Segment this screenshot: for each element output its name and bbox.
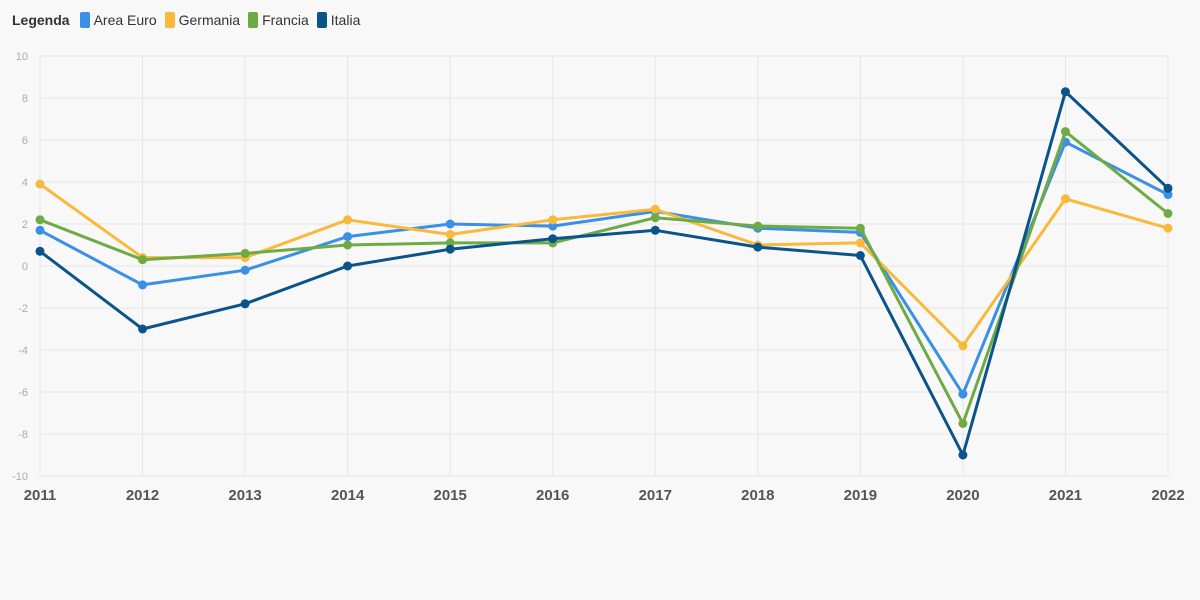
data-point[interactable] bbox=[650, 204, 660, 214]
y-tick-label: 8 bbox=[22, 93, 28, 105]
data-point[interactable] bbox=[548, 215, 558, 225]
data-point[interactable] bbox=[35, 179, 45, 189]
y-tick-label: -6 bbox=[18, 387, 28, 399]
data-point[interactable] bbox=[753, 242, 763, 252]
data-point[interactable] bbox=[138, 255, 148, 265]
data-point[interactable] bbox=[855, 251, 865, 260]
data-point[interactable] bbox=[445, 238, 455, 248]
series-layer bbox=[35, 87, 1173, 460]
y-tick-label: -8 bbox=[18, 429, 28, 441]
legend-swatch bbox=[164, 12, 175, 28]
y-axis: 10 8 6 4 2 0 -2 -4 -6 -8 -10 bbox=[12, 51, 28, 483]
y-tick-label: 6 bbox=[22, 135, 28, 147]
legend-title: Legenda bbox=[12, 12, 70, 28]
legend-item-germania[interactable]: Germania bbox=[164, 12, 241, 28]
data-point[interactable] bbox=[855, 238, 865, 248]
series-area-euro bbox=[35, 137, 1173, 399]
x-tick-label: 2016 bbox=[536, 487, 569, 504]
data-point[interactable] bbox=[753, 221, 763, 231]
data-point[interactable] bbox=[138, 280, 148, 290]
x-tick-label: 2013 bbox=[228, 487, 261, 504]
data-point[interactable] bbox=[958, 450, 968, 460]
data-point[interactable] bbox=[35, 225, 45, 235]
y-tick-label: 4 bbox=[22, 177, 28, 189]
legend-swatch bbox=[79, 12, 90, 28]
data-point[interactable] bbox=[1163, 209, 1173, 218]
legend-label: Francia bbox=[262, 12, 309, 28]
series-francia bbox=[35, 127, 1173, 428]
series-line bbox=[39, 182, 1169, 348]
data-point[interactable] bbox=[650, 225, 660, 235]
x-tick-label: 2014 bbox=[331, 487, 365, 504]
data-point[interactable] bbox=[445, 230, 455, 239]
data-point[interactable] bbox=[343, 215, 353, 225]
x-tick-label: 2012 bbox=[126, 487, 159, 504]
data-point[interactable] bbox=[1060, 194, 1070, 204]
x-tick-label: 2017 bbox=[639, 487, 672, 504]
data-point[interactable] bbox=[1060, 127, 1070, 137]
y-tick-label: -10 bbox=[12, 471, 28, 483]
data-point[interactable] bbox=[35, 215, 45, 225]
legend-swatch bbox=[316, 12, 327, 28]
y-tick-label: -2 bbox=[18, 303, 28, 315]
x-axis: 2011 2012 2013 2014 2015 2016 2017 2018 2019 2020… bbox=[24, 487, 1185, 504]
series-germania bbox=[35, 179, 1173, 351]
x-tick-label: 2021 bbox=[1049, 487, 1082, 504]
y-tick-label: -4 bbox=[18, 345, 28, 357]
data-point[interactable] bbox=[1163, 190, 1173, 200]
y-tick-label: 2 bbox=[22, 219, 28, 231]
x-tick-label: 2022 bbox=[1151, 487, 1184, 504]
series-italia bbox=[35, 87, 1173, 460]
data-point[interactable] bbox=[240, 248, 250, 258]
legend-item-francia[interactable]: Francia bbox=[248, 12, 309, 28]
y-tick-label: 0 bbox=[22, 261, 28, 273]
x-tick-label: 2011 bbox=[24, 487, 57, 504]
x-tick-label: 2015 bbox=[433, 487, 466, 504]
series-line bbox=[39, 90, 1170, 457]
data-point[interactable] bbox=[1163, 223, 1173, 233]
legend-swatch bbox=[248, 12, 259, 28]
legend-label: Italia bbox=[330, 12, 361, 28]
data-point[interactable] bbox=[958, 419, 968, 428]
series-line bbox=[39, 130, 1169, 425]
data-point[interactable] bbox=[445, 219, 455, 229]
legend-item-italia[interactable]: Italia bbox=[316, 12, 361, 28]
data-point[interactable] bbox=[343, 240, 353, 250]
data-point[interactable] bbox=[343, 261, 353, 271]
data-point[interactable] bbox=[1060, 87, 1070, 97]
y-tick-label: 10 bbox=[16, 51, 28, 63]
data-point[interactable] bbox=[445, 244, 455, 254]
data-point[interactable] bbox=[958, 341, 968, 351]
data-point[interactable] bbox=[35, 246, 45, 256]
x-tick-label: 2018 bbox=[741, 487, 774, 504]
data-point[interactable] bbox=[650, 213, 660, 223]
data-point[interactable] bbox=[240, 265, 250, 275]
data-point[interactable] bbox=[548, 221, 558, 231]
data-point[interactable] bbox=[343, 232, 353, 242]
legend: Legenda Area Euro Germania Francia Itali… bbox=[12, 12, 360, 28]
data-point[interactable] bbox=[958, 389, 968, 399]
data-point[interactable] bbox=[1163, 183, 1173, 193]
x-tick-label: 2019 bbox=[844, 487, 877, 504]
data-point[interactable] bbox=[138, 324, 148, 334]
legend-item-area-euro[interactable]: Area Euro bbox=[79, 12, 157, 28]
data-point[interactable] bbox=[240, 299, 250, 309]
legend-label: Area Euro bbox=[93, 12, 157, 28]
legend-label: Germania bbox=[178, 12, 241, 28]
series-line bbox=[39, 140, 1169, 396]
data-point[interactable] bbox=[855, 223, 865, 233]
x-tick-label: 2020 bbox=[946, 487, 979, 504]
grid bbox=[39, 55, 1169, 477]
data-point[interactable] bbox=[548, 234, 558, 244]
